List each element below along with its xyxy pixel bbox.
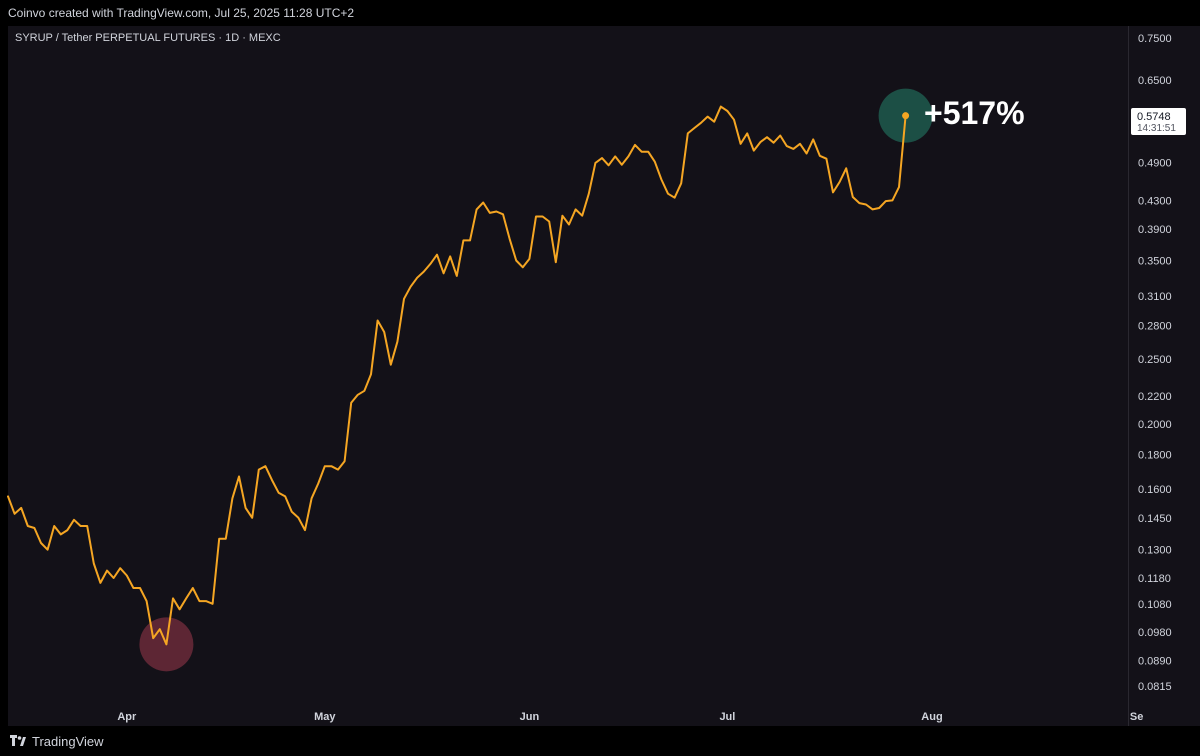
chart-markers <box>139 88 933 672</box>
series-line <box>7 105 907 646</box>
y-tick-label: 0.0890 <box>1138 655 1172 667</box>
y-tick-label: 0.0980 <box>1138 627 1172 639</box>
y-tick-label: 0.4900 <box>1138 157 1172 169</box>
y-tick-label: 0.4300 <box>1138 195 1172 207</box>
header-credit: Coinvo created with TradingView.com, Jul… <box>8 6 355 20</box>
last-price-box <box>1131 108 1186 135</box>
change-annotation: +517% <box>924 95 1025 131</box>
price-axis[interactable] <box>1128 26 1200 726</box>
last-point-dot <box>902 112 910 120</box>
x-axis-ticks: Apr May Jun Jul Aug Se <box>117 711 1143 723</box>
x-tick-label: Jun <box>520 711 540 723</box>
y-tick-label: 0.3900 <box>1138 224 1172 236</box>
series-group <box>7 105 910 646</box>
footer-bar: TradingView <box>0 726 1200 756</box>
tradingview-logo[interactable]: TradingView <box>10 734 104 749</box>
y-axis-ticks: 0.75000.65000.57000.49000.43000.39000.35… <box>1138 33 1172 693</box>
x-tick-label: Apr <box>117 711 137 723</box>
chart-pane[interactable] <box>8 26 1128 726</box>
header-bar: Coinvo created with TradingView.com, Jul… <box>0 0 1200 26</box>
last-price-label: 0.5748 14:31:51 <box>1131 108 1186 135</box>
y-tick-label: 0.2800 <box>1138 321 1172 333</box>
x-tick-label: Jul <box>719 711 735 723</box>
y-tick-label: 0.1180 <box>1138 573 1171 585</box>
y-tick-label: 0.3100 <box>1138 291 1172 303</box>
y-tick-label: 0.2500 <box>1138 354 1172 366</box>
last-price-value: 0.5748 <box>1137 111 1171 123</box>
y-tick-label: 0.1080 <box>1138 599 1172 611</box>
tradingview-brand: TradingView <box>32 733 104 749</box>
y-tick-label: 0.3500 <box>1138 256 1172 268</box>
y-tick-label: 0.1600 <box>1138 484 1172 496</box>
y-tick-label: 0.1300 <box>1138 545 1172 557</box>
y-tick-label: 0.2000 <box>1138 419 1172 431</box>
x-tick-label: Aug <box>921 711 942 723</box>
x-tick-label: Se <box>1130 711 1143 723</box>
symbol-title: SYRUP / Tether PERPETUAL FUTURES · 1D · … <box>15 32 281 44</box>
y-tick-label: 0.6500 <box>1138 75 1172 87</box>
last-price-countdown: 14:31:51 <box>1137 123 1176 134</box>
y-tick-label: 0.2200 <box>1138 391 1172 403</box>
tradingview-logo-icon <box>10 735 26 746</box>
x-tick-label: May <box>314 711 336 723</box>
y-tick-label: 0.7500 <box>1138 33 1172 45</box>
y-tick-label: 0.1800 <box>1138 450 1172 462</box>
y-tick-label: 0.1450 <box>1138 513 1172 525</box>
y-tick-label: 0.0815 <box>1138 681 1172 693</box>
